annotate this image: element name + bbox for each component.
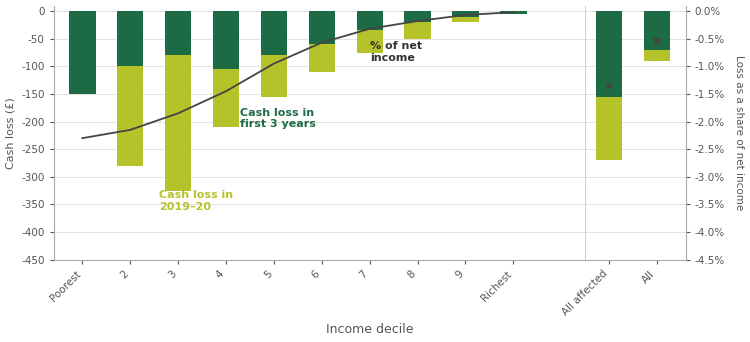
Bar — [309, 11, 335, 44]
Bar — [117, 66, 143, 166]
Y-axis label: Loss as a share of net income: Loss as a share of net income — [734, 55, 745, 210]
Text: % of net
income: % of net income — [370, 41, 422, 63]
Y-axis label: Cash loss (£): Cash loss (£) — [5, 97, 16, 169]
Bar — [644, 50, 670, 61]
Bar — [596, 11, 622, 160]
Bar — [261, 11, 287, 55]
Bar — [261, 55, 287, 97]
Bar — [309, 44, 335, 72]
Bar — [117, 11, 143, 66]
Bar — [500, 11, 526, 14]
Bar — [213, 69, 239, 127]
Bar — [356, 11, 382, 30]
Bar — [69, 11, 95, 94]
Text: Cash loss in
2019–20: Cash loss in 2019–20 — [159, 190, 233, 212]
Bar — [356, 30, 382, 53]
Bar — [596, 97, 622, 160]
Bar — [404, 11, 430, 22]
Bar — [165, 55, 191, 190]
Bar — [404, 22, 430, 39]
Bar — [165, 11, 191, 55]
X-axis label: Income decile: Income decile — [326, 324, 413, 337]
Bar — [213, 11, 239, 69]
Bar — [644, 11, 670, 61]
Bar — [452, 11, 478, 17]
Bar — [452, 17, 478, 22]
Text: Cash loss in
first 3 years: Cash loss in first 3 years — [241, 107, 316, 129]
